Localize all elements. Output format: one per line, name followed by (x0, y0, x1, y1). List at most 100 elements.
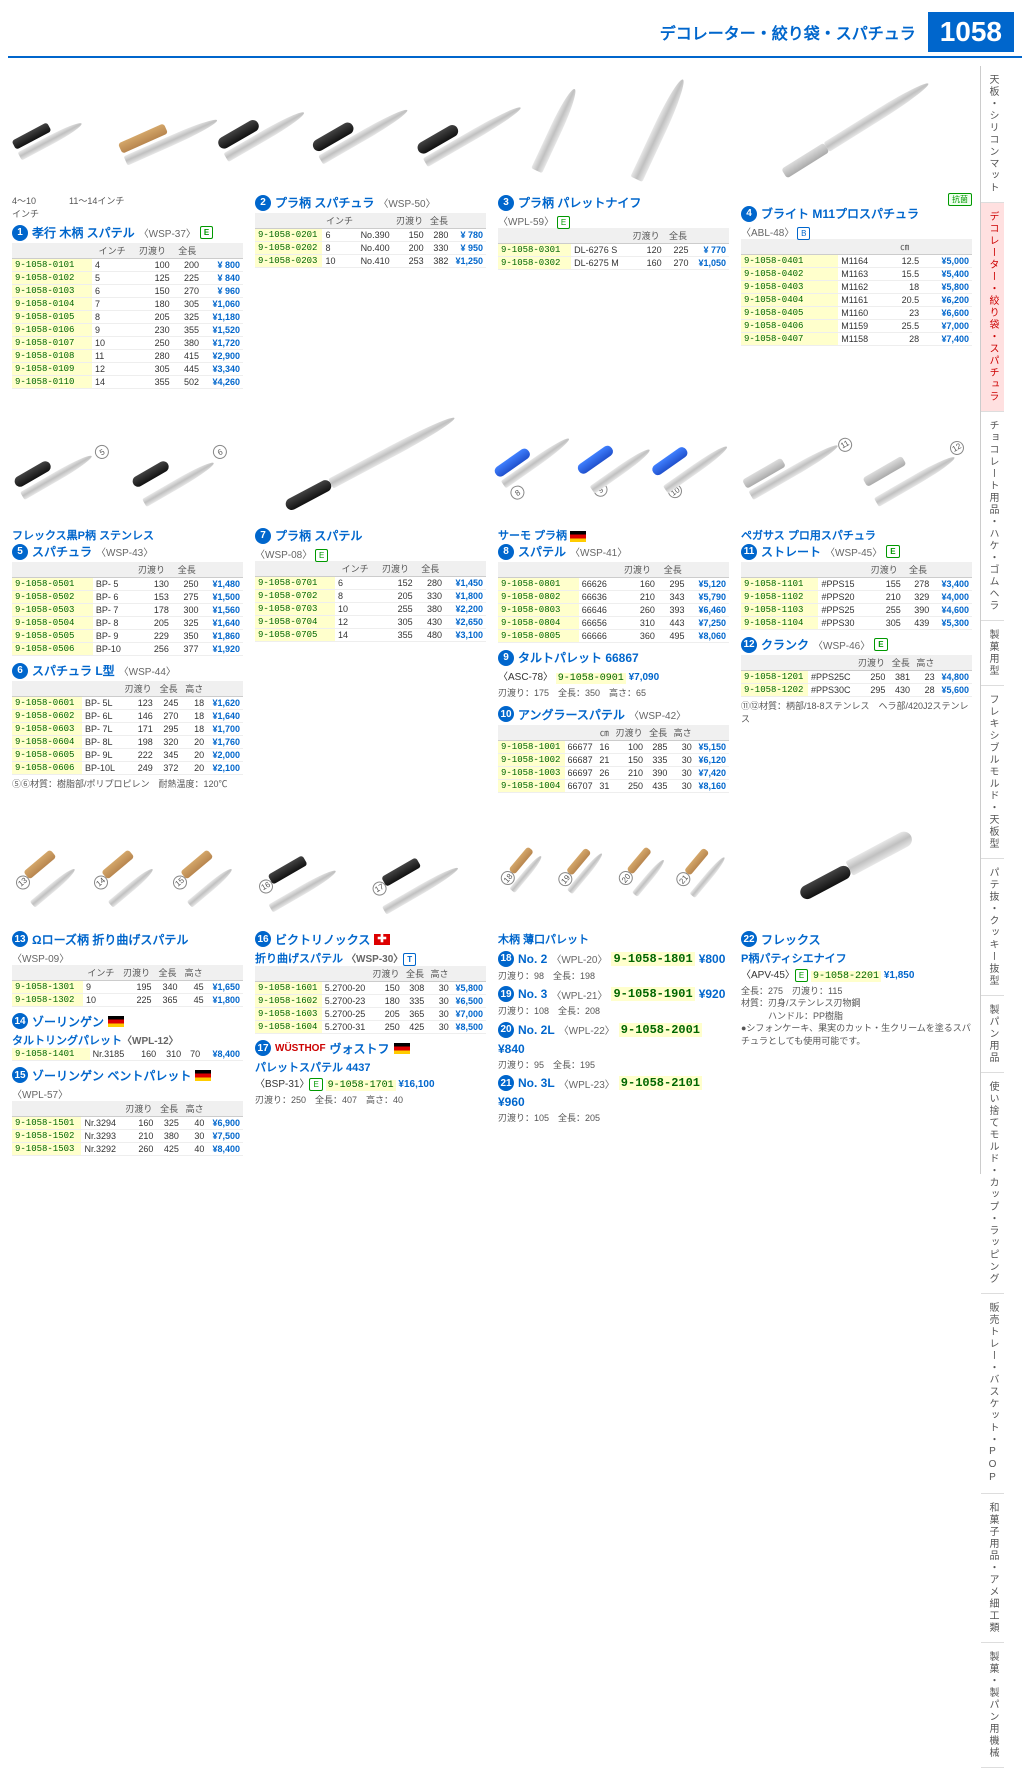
category-item[interactable]: チョコレート用品・ハケ・ゴムヘラ (981, 412, 1004, 621)
badge-b: B (797, 227, 810, 240)
product-num: 3 (498, 195, 514, 211)
product-3: 3プラ柄 パレットナイフ 〈WPL-59〉 E 刃渡り全長9-1058-0301… (498, 70, 729, 389)
page-number: 1058 (928, 12, 1014, 52)
header-rule (8, 56, 1022, 58)
product-name: Ωローズ柄 折り曲げスパテル (32, 931, 188, 948)
price-table: 9-1058-1401Nr.318516031070¥8,400 (12, 1048, 243, 1061)
price-table: インチ刃渡り全長9-1058-07016152280¥1,4509-1058-0… (255, 561, 486, 642)
product-num: 16 (255, 931, 271, 947)
category-item[interactable]: 天板・シリコンマット (981, 66, 1004, 203)
category-item[interactable]: フレキシブルモルド・天板型 (981, 686, 1004, 859)
product-supertitle: ペガサス プロ用スパチュラ (741, 527, 972, 543)
flag-swiss-icon (374, 934, 390, 945)
badge-e: E (874, 638, 887, 651)
badge-e: E (200, 226, 213, 239)
product-code: 〈WSP-44〉 (119, 663, 176, 678)
product-code: 〈WSP-37〉 (139, 225, 196, 240)
price-table: 刃渡り全長9-1058-1101#PPS15155278¥3,4009-1058… (741, 562, 972, 630)
price-table: インチ刃渡り全長9-1058-01014100200¥ 8009-1058-01… (12, 243, 243, 389)
badge-t: T (403, 953, 416, 966)
flag-germany-icon (108, 1016, 124, 1027)
product-code: 〈WSP-09〉 (12, 950, 243, 965)
product-name: アングラースパテル (518, 706, 625, 723)
price: ¥7,090 (629, 672, 660, 683)
price-table: 刃渡り全長9-1058-0501BP- 5130250¥1,4809-1058-… (12, 562, 243, 656)
product-num: 1 (12, 225, 28, 241)
product-code: 〈WPL-59〉 (498, 217, 554, 228)
product-13-14-15: 13 14 15 13Ωローズ柄 折り曲げスパテル 〈WSP-09〉 インチ刃渡… (12, 807, 243, 1156)
category-sidebar: 天板・シリコンマットデコレーター・絞り袋・スパチュラチョコレート用品・ハケ・ゴム… (980, 66, 1022, 1174)
product-name: フレックス (761, 931, 821, 948)
product-num: 22 (741, 931, 757, 947)
product-name: スパテル (518, 543, 566, 560)
price-table: 刃渡り全長9-1058-0301DL-6276 S120225¥ 7709-10… (498, 228, 729, 270)
product-code: 〈WSP-46〉 (813, 637, 870, 652)
price-table: 刃渡り全長高さ9-1058-0601BP- 5L12324518¥1,6209-… (12, 681, 243, 775)
price: ¥16,100 (398, 1079, 434, 1090)
category-item[interactable]: パテ抜・クッキー抜型 (981, 859, 1004, 996)
product-5-6: 5 6 フレックス黒P柄 ステンレス 5スパチュラ〈WSP-43〉 刃渡り全長9… (12, 403, 243, 793)
product-18-21: 18 19 20 21 木柄 薄口パレット 18No. 2〈WPL-20〉 9-… (498, 807, 729, 1156)
price-table: インチ刃渡り全長高さ9-1058-1301919534045¥1,6509-10… (12, 965, 243, 1007)
brand-logo: WÜSTHOF (275, 1043, 326, 1054)
product-subtitle: 折り曲げスパテル (255, 953, 343, 965)
product-name: ストレート (761, 543, 821, 560)
spec-note: 刃渡り：250 全長：407 高さ：40 (255, 1094, 486, 1107)
product-code: 〈BSP-31〉 (255, 1079, 309, 1090)
header-title: デコレーター・絞り袋・スパチュラ (660, 20, 916, 44)
antibacterial-badge: 抗菌 (948, 193, 972, 206)
product-subtitle: タルトリングパレット (12, 1035, 122, 1047)
category-item[interactable]: デコレーター・絞り袋・スパチュラ (981, 203, 1004, 412)
category-item[interactable]: 和菓子用品・アメ細工類 (981, 1494, 1004, 1643)
product-name: ブライト M11プロスパチュラ (761, 205, 919, 222)
product-code: 〈WSP-42〉 (629, 707, 686, 722)
material-note: ⑪⑫材質：柄部/18-8ステンレス ヘラ部/420J2ステンレス (741, 700, 972, 725)
product-supertitle: フレックス黒P柄 ステンレス (12, 527, 243, 543)
product-code: 〈WSP-08〉 (255, 550, 312, 561)
spec-note: 刃渡り：175 全長：350 高さ：65 (498, 687, 729, 700)
product-subtitle: P柄パティシエナイフ (741, 950, 972, 966)
price-table: ㎝9-1058-0401M116412.5¥5,0009-1058-0402M1… (741, 239, 972, 346)
category-item[interactable]: 製菓・製パン用機械 (981, 1643, 1004, 1768)
product-num: 6 (12, 663, 28, 679)
product-name: ゾーリンゲン (32, 1013, 104, 1030)
product-4: 抗菌 4ブライト M11プロスパチュラ 〈ABL-48〉 B ㎝9-1058-0… (741, 70, 972, 389)
product-code: 〈APV-45〉 (741, 970, 795, 981)
product-num: 12 (741, 637, 757, 653)
product-code: 〈WSP-50〉 (378, 195, 435, 210)
product-11-12: 11 12 ペガサス プロ用スパチュラ 11ストレート〈WSP-45〉E 刃渡り… (741, 403, 972, 793)
product-code: 〈WPL-57〉 (12, 1086, 243, 1101)
sku: 9-1058-2201 (811, 971, 881, 982)
price: ¥1,850 (884, 970, 915, 981)
product-code: 〈WPL-12〉 (122, 1036, 179, 1047)
category-item[interactable]: 販売トレー・バスケット・POP (981, 1294, 1004, 1494)
product-code: 〈ABL-48〉 (741, 228, 794, 239)
size-label: 4～10 インチ (12, 194, 39, 220)
product-num: 10 (498, 706, 514, 722)
product-name: ビクトリノックス (275, 931, 370, 948)
category-item[interactable]: 製菓用型 (981, 621, 1004, 686)
product-num: 7 (255, 528, 271, 544)
product-code: 〈ASC-78〉 (498, 672, 553, 683)
product-8-9-10: 8 9 10 サーモ プラ柄 8スパテル〈WSP-41〉 刃渡り全長9-1058… (498, 403, 729, 793)
product-22: 22フレックス P柄パティシエナイフ 〈APV-45〉E 9-1058-2201… (741, 807, 972, 1156)
product-name: プラ柄 パレットナイフ (518, 194, 641, 211)
product-code: 〈WSP-30〉 (346, 954, 403, 965)
product-supertitle: サーモ プラ柄 (498, 530, 567, 542)
price-table: ㎝刃渡り全長高さ9-1058-1001666771610028530¥5,150… (498, 725, 729, 793)
price-table: 刃渡り全長高さ9-1058-1201#PPS25C25038123¥4,8009… (741, 655, 972, 697)
category-item[interactable]: 製パン用品 (981, 996, 1004, 1073)
flag-germany-icon (570, 531, 586, 542)
price-table: インチ刃渡り全長9-1058-02016No.390150280¥ 7809-1… (255, 213, 486, 268)
product-num: 8 (498, 544, 514, 560)
product-name: プラ柄 スパチュラ (275, 194, 374, 211)
product-num: 9 (498, 650, 514, 666)
product-16-17: 16 17 16ビクトリノックス 折り曲げスパテル 〈WSP-30〉T 刃渡り全… (255, 807, 486, 1156)
product-name: プラ柄 スパテル (275, 527, 362, 544)
spec-note: 全長：275 刃渡り：115 材質：刃身/ステンレス刃物鋼 ハンドル：PP樹脂 … (741, 985, 972, 1048)
sku: 9-1058-0901 (556, 673, 626, 684)
product-code: 〈WSP-43〉 (96, 544, 153, 559)
badge-e: E (557, 216, 570, 229)
product-name: ゾーリンゲン ベントパレット (32, 1067, 191, 1084)
price-table: 刃渡り全長高さ9-1058-16015.2700-2015030830¥5,80… (255, 966, 486, 1034)
